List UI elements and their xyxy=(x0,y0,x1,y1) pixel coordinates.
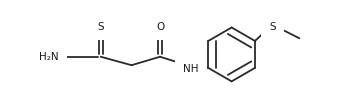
Text: NH: NH xyxy=(183,64,198,74)
Text: O: O xyxy=(156,22,164,32)
Text: S: S xyxy=(97,22,104,32)
Text: S: S xyxy=(269,22,276,32)
Text: H₂N: H₂N xyxy=(39,52,58,62)
